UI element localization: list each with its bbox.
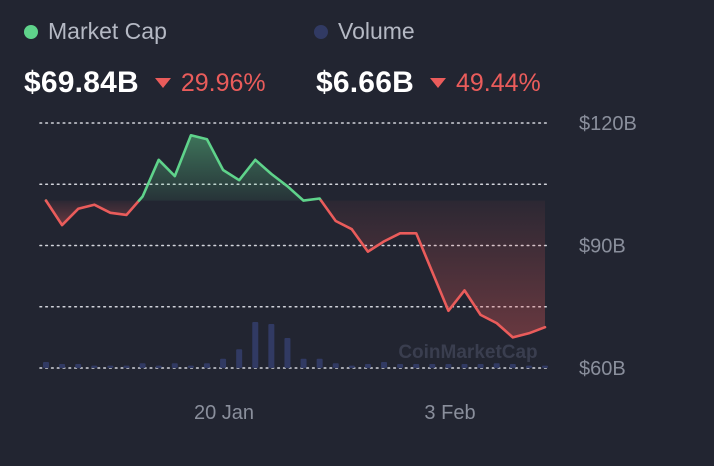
volume-bar xyxy=(236,349,243,368)
volume-dot-icon xyxy=(314,24,328,39)
area-down xyxy=(321,200,545,338)
volume-stat: $6.66B 49.44% xyxy=(316,66,541,100)
line-segment-up xyxy=(137,134,323,202)
volume-bar xyxy=(525,365,532,368)
volume-bar xyxy=(364,364,371,368)
y-tick-label: $90B xyxy=(579,236,626,258)
volume-bar xyxy=(397,364,404,368)
line-segment-down xyxy=(319,199,547,339)
watermark: CoinMarketCap xyxy=(398,342,537,363)
volume-bar xyxy=(509,364,516,368)
volume-bar xyxy=(75,364,82,368)
volume-bar xyxy=(252,322,259,368)
volume-bar xyxy=(300,358,307,368)
market-cap-stat: $69.84B 29.96% xyxy=(24,66,266,100)
market-cap-change-text: 29.96% xyxy=(180,68,266,97)
y-tick-label: $60B xyxy=(579,358,626,380)
price-line xyxy=(44,134,547,339)
legend-volume-label: Volume xyxy=(338,18,415,44)
volume-bar xyxy=(413,364,420,368)
volume-bar xyxy=(107,365,114,368)
area-down xyxy=(46,200,139,226)
volume-bar xyxy=(429,364,436,368)
legend-market-cap[interactable]: Market Cap xyxy=(24,18,167,45)
volume-bar xyxy=(381,362,388,368)
volume-bar xyxy=(220,358,227,368)
volume-bar xyxy=(316,358,323,368)
market-cap-dot-icon xyxy=(24,24,38,39)
market-cap-value: $69.84B xyxy=(24,66,139,99)
volume-bar xyxy=(268,324,275,368)
y-axis: $120B $90B $60B xyxy=(579,113,637,380)
down-triangle-icon xyxy=(429,78,446,88)
volume-bars xyxy=(43,322,548,368)
volume-value: $6.66B xyxy=(316,66,414,99)
volume-bar xyxy=(43,362,49,368)
x-tick-label: 20 Jan xyxy=(194,402,254,424)
volume-bar xyxy=(348,365,355,368)
volume-bar xyxy=(445,364,452,368)
down-triangle-icon xyxy=(154,78,171,88)
x-tick-label: 3 Feb xyxy=(424,402,475,424)
volume-bar xyxy=(461,364,468,368)
volume-bar xyxy=(155,365,162,368)
volume-bar xyxy=(187,365,194,368)
volume-change-text: 49.44% xyxy=(455,68,541,97)
volume-bar xyxy=(203,363,210,368)
legend-market-cap-label: Market Cap xyxy=(48,18,167,44)
volume-bar xyxy=(59,364,66,368)
volume-change: 49.44% xyxy=(429,68,541,98)
volume-bar xyxy=(542,365,548,368)
volume-bar xyxy=(139,363,146,368)
legend-volume[interactable]: Volume xyxy=(314,18,415,45)
volume-bar xyxy=(284,338,291,368)
volume-bar xyxy=(477,364,484,368)
volume-bar xyxy=(91,365,98,368)
y-tick-label: $120B xyxy=(579,113,637,135)
market-cap-change: 29.96% xyxy=(154,68,266,98)
volume-bar xyxy=(171,363,178,368)
volume-bar xyxy=(332,363,339,368)
volume-bar xyxy=(493,363,500,368)
volume-bar xyxy=(123,365,130,368)
x-axis: 20 Jan 3 Feb xyxy=(194,402,476,424)
line-segment-down xyxy=(44,199,141,227)
